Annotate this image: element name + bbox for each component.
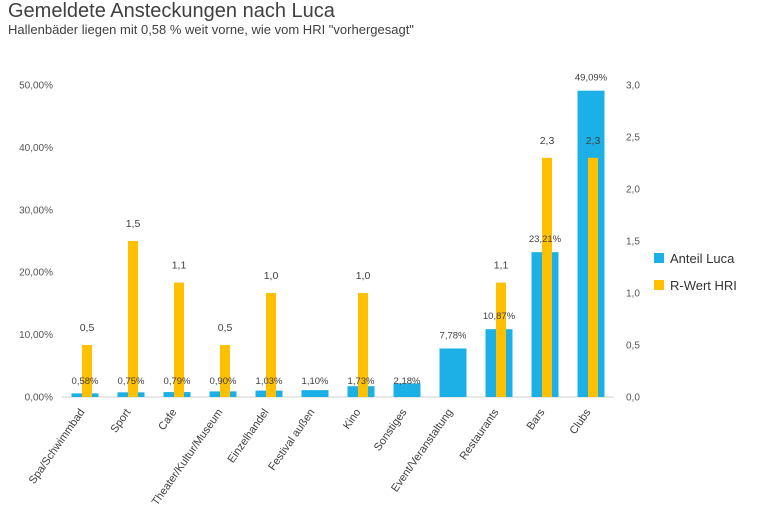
bar-r-wert-hri <box>82 345 92 397</box>
bar-r-wert-hri <box>542 157 552 397</box>
legend: Anteil Luca R-Wert HRI <box>654 251 737 293</box>
data-label-r-wert-hri: 1,1 <box>172 260 187 272</box>
chart-title: Gemeldete Ansteckungen nach Luca <box>8 0 335 22</box>
bar-r-wert-hri <box>266 293 276 397</box>
data-label-anteil-luca: 0,79% <box>164 376 191 387</box>
y-right-tick-label: 0,0 <box>626 393 640 404</box>
y-left-tick-label: 30,00% <box>19 205 53 216</box>
data-label-r-wert-hri: 1,5 <box>126 218 141 230</box>
bar-anteil-luca <box>439 348 467 397</box>
y-left-tick-label: 10,00% <box>19 330 53 341</box>
legend-label: Anteil Luca <box>670 251 735 266</box>
bar-r-wert-hri <box>496 282 506 397</box>
y-right-tick-label: 1,5 <box>626 237 640 248</box>
data-label-anteil-luca: 23,21% <box>529 234 562 245</box>
data-label-anteil-luca: 1,73% <box>348 376 375 387</box>
y-right-tick-label: 1,0 <box>626 289 640 300</box>
bar-r-wert-hri <box>128 241 138 397</box>
data-label-r-wert-hri: 1,1 <box>494 260 509 272</box>
x-tick-label: Restaurants <box>458 406 502 462</box>
data-label-r-wert-hri: 1,0 <box>264 270 279 282</box>
data-label-anteil-luca: 1,03% <box>256 376 283 387</box>
y-left-tick-label: 0,00% <box>25 393 53 404</box>
y-right-tick-label: 2,0 <box>626 185 640 196</box>
x-tick-label: Sport <box>109 407 134 435</box>
bars-layer <box>71 90 605 397</box>
data-label-anteil-luca: 49,09% <box>575 73 608 84</box>
x-tick-label: Kino <box>341 407 363 432</box>
data-label-anteil-luca: 0,90% <box>210 376 237 387</box>
y-left-tick-label: 40,00% <box>19 143 53 154</box>
legend-swatch <box>654 280 664 290</box>
bar-r-wert-hri <box>358 293 368 397</box>
x-tick-label: Sonstiges <box>372 406 410 453</box>
axes-layer: 0,00% 10,00% 20,00% 30,00% 40,00% 50,00% 0,0 0,… <box>19 81 640 404</box>
x-tick-label: Festival außen <box>266 407 317 473</box>
data-label-anteil-luca: 0,75% <box>118 376 145 387</box>
x-tick-label: Clubs <box>567 406 593 436</box>
y-right-tick-label: 2,5 <box>626 133 640 144</box>
data-label-r-wert-hri: 0,5 <box>218 322 233 334</box>
labels-layer: 0,58% 0,5 Spa/Schwimmbad 0,75% 1,5 Sport 0,79%… <box>27 73 608 508</box>
bar-r-wert-hri <box>220 345 230 397</box>
data-label-anteil-luca: 7,78% <box>440 330 467 341</box>
bar-r-wert-hri <box>588 157 598 397</box>
data-label-r-wert-hri: 1,0 <box>356 270 371 282</box>
x-tick-label: Cafe <box>156 407 179 433</box>
y-right-tick-label: 3,0 <box>626 81 640 92</box>
legend-swatch <box>654 253 664 263</box>
y-left-tick-label: 20,00% <box>19 268 53 279</box>
y-right-tick-label: 0,5 <box>626 341 640 352</box>
data-label-anteil-luca: 2,18% <box>394 376 421 387</box>
bar-anteil-luca <box>301 390 329 397</box>
data-label-anteil-luca: 0,58% <box>72 376 99 387</box>
x-tick-label: Einzelhandel <box>225 407 271 465</box>
x-tick-label: Spa/Schwimmbad <box>27 407 88 487</box>
chart-subtitle: Hallenbäder liegen mit 0,58 % weit vorne… <box>8 22 414 37</box>
bar-anteil-luca <box>393 383 421 397</box>
data-label-r-wert-hri: 0,5 <box>80 322 95 334</box>
data-label-anteil-luca: 10,87% <box>483 311 516 322</box>
y-left-tick-label: 50,00% <box>19 81 53 92</box>
data-label-r-wert-hri: 2,3 <box>540 135 555 147</box>
bar-r-wert-hri <box>174 282 184 397</box>
legend-label: R-Wert HRI <box>670 278 737 293</box>
x-tick-label: Bars <box>525 406 548 432</box>
data-label-anteil-luca: 1,10% <box>302 376 329 387</box>
data-label-r-wert-hri: 2,3 <box>586 135 601 147</box>
